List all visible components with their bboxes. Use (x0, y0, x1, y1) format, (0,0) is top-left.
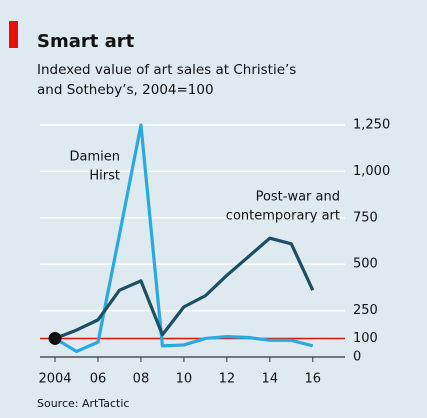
x-tick-label: 12 (219, 372, 236, 387)
series-label: contemporary art (226, 209, 340, 224)
x-tick-label: 16 (305, 372, 322, 387)
series-line (54, 236, 315, 340)
x-tick-label: 06 (90, 372, 107, 387)
series-label: Damien (70, 150, 121, 165)
x-tick-label: 2004 (38, 372, 71, 387)
series-label: Post-war and (256, 190, 340, 205)
y-tick-label: 1,000 (353, 164, 390, 179)
y-tick-label: 250 (353, 303, 378, 318)
y-tick-label: 500 (353, 257, 378, 272)
series-label: Hirst (89, 169, 120, 184)
x-tick-label: 10 (176, 372, 193, 387)
start-marker (48, 331, 62, 345)
y-tick-label: 750 (353, 210, 378, 225)
source: Source: ArtTactic (37, 397, 129, 410)
x-tick-label: 14 (262, 372, 279, 387)
x-tick-label: 08 (133, 372, 150, 387)
red-tag (9, 21, 18, 48)
chart-title: Smart art (37, 31, 135, 52)
series-line (54, 123, 314, 354)
subtitle: Indexed value of art sales at Christie’s (37, 62, 296, 78)
y-tick-label: 1,250 (353, 118, 390, 133)
subtitle: and Sotheby’s, 2004=100 (37, 82, 214, 98)
y-tick-label: 0 (353, 350, 361, 365)
y-tick-label: 100 (353, 331, 378, 346)
